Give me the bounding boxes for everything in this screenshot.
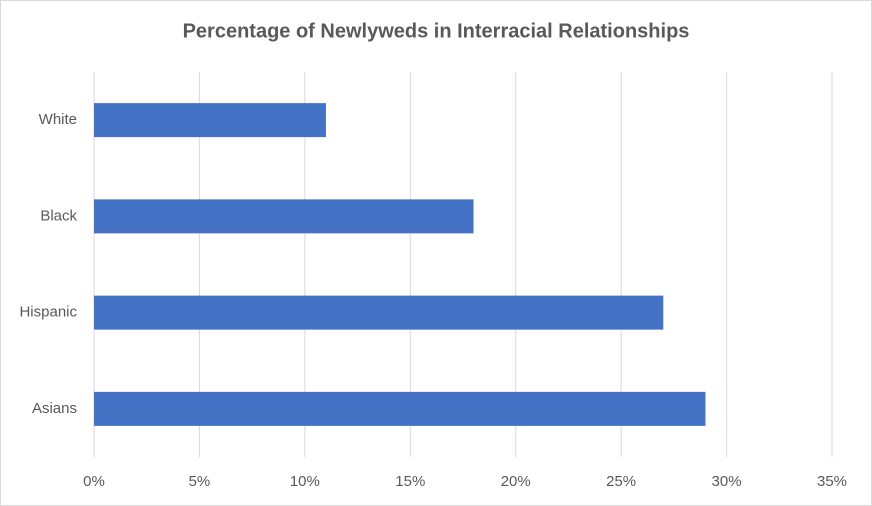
bar xyxy=(94,199,474,234)
bar xyxy=(94,391,706,426)
bar xyxy=(94,295,664,330)
x-tick-label: 30% xyxy=(712,473,742,490)
y-tick-label: White xyxy=(39,111,77,128)
bar xyxy=(94,103,326,138)
x-tick-label: 0% xyxy=(83,473,105,490)
x-tick-label: 20% xyxy=(501,473,531,490)
chart-title: Percentage of Newlyweds in Interracial R… xyxy=(183,20,690,42)
x-tick-label: 35% xyxy=(817,473,847,490)
x-tick-label: 10% xyxy=(290,473,320,490)
x-tick-label: 15% xyxy=(395,473,425,490)
y-tick-label: Asians xyxy=(32,400,77,417)
y-tick-label: Black xyxy=(40,207,77,224)
x-tick-label: 5% xyxy=(189,473,211,490)
x-tick-label: 25% xyxy=(606,473,636,490)
y-tick-label: Hispanic xyxy=(19,304,77,321)
